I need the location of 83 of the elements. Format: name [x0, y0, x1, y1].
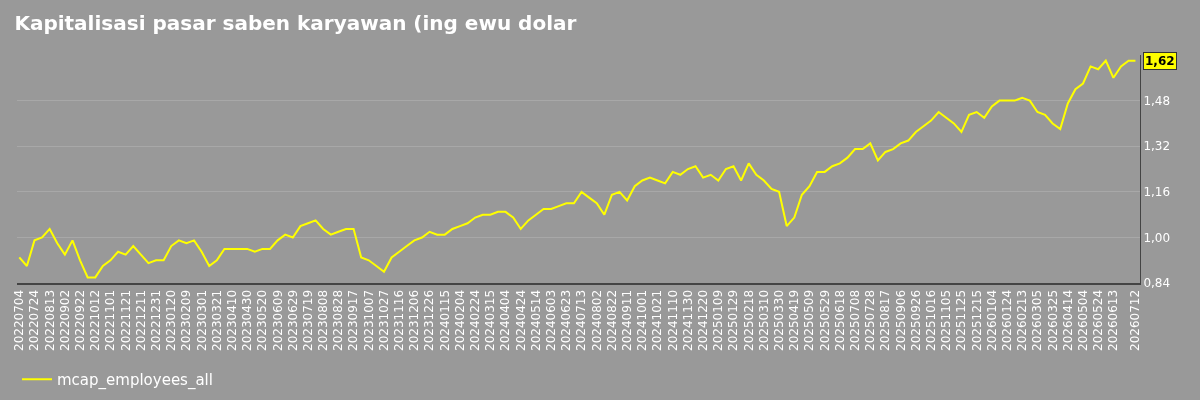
x-tick-label: 20240224	[468, 289, 483, 351]
x-tick-label: 20221101	[103, 289, 118, 351]
x-tick-label: 20240713	[574, 289, 589, 351]
x-tick-label: 20250109	[711, 289, 726, 351]
x-tick-label: 20260524	[1091, 289, 1106, 351]
x-tick-label: 20240204	[452, 289, 467, 351]
x-tick-label: 20260325	[1045, 289, 1060, 351]
x-tick-label: 20220902	[57, 289, 72, 351]
annotation: 1,62	[1145, 54, 1175, 68]
x-tick-label: 20251125	[954, 289, 969, 351]
x-tick-label: 20240802	[589, 289, 604, 351]
x-tick-label: 20240911	[620, 289, 635, 351]
x-tick-label: 20250728	[863, 289, 878, 351]
x-tick-label: 20250310	[756, 289, 771, 351]
x-tick-label: 20250618	[832, 289, 847, 351]
x-tick-label: 20260414	[1060, 289, 1075, 351]
x-tick-label: 20250529	[817, 289, 832, 351]
x-tick-label: 20240115	[437, 289, 452, 351]
x-tick-label: 20260104	[984, 289, 999, 351]
x-tick-label: 20240623	[559, 289, 574, 351]
x-tick-label: 20230410	[224, 289, 239, 351]
x-tick-label: 20241110	[665, 289, 680, 351]
x-tick-label: 20250419	[787, 289, 802, 351]
y-tick-label: 1,16	[1143, 185, 1171, 200]
x-tick-label: 20250708	[847, 289, 862, 351]
x-tick-label: 20230120	[164, 289, 179, 351]
x-tick-label: 20230430	[240, 289, 255, 351]
x-tick-label: 20240315	[483, 289, 498, 351]
x-tick-label: 20250509	[802, 289, 817, 351]
x-tick-label: 20241130	[680, 289, 695, 351]
line-series	[18, 59, 1137, 279]
x-tick-label: 20260613	[1106, 289, 1121, 351]
x-tick-label: 20231226	[422, 289, 437, 351]
x-tick-label: 20220813	[42, 289, 57, 351]
x-tick-label: 20230917	[346, 289, 361, 351]
x-tick-label: 20230301	[194, 289, 209, 351]
x-tick-label: 20230828	[331, 289, 346, 351]
x-tick-label: 20231206	[407, 289, 422, 351]
x-tick-label: 20240424	[513, 289, 528, 351]
x-tick-label: 20240822	[604, 289, 619, 351]
x-tick-label: 20250218	[741, 289, 756, 351]
x-tick-label: 20230321	[209, 289, 224, 351]
x-tick-label: 20260305	[1030, 289, 1045, 351]
x-tick-label: 20241220	[696, 289, 711, 351]
x-tick-label: 20260124	[999, 289, 1014, 351]
x-tick-label: 20220704	[12, 289, 27, 351]
x-tick-label: 20230808	[316, 289, 331, 351]
x-tick-label: 20230209	[179, 289, 194, 351]
x-tick-label: 20220922	[72, 289, 87, 351]
x-tick-label: 20260213	[1015, 289, 1030, 351]
x-tick-label: 20230520	[255, 289, 270, 351]
x-tick-label: 20230719	[300, 289, 315, 351]
x-tick-label: 20240404	[498, 289, 513, 351]
y-tick-label: 1,48	[1143, 93, 1171, 108]
x-tick-label: 20230629	[285, 289, 300, 351]
x-tick-label: 20241001	[635, 289, 650, 351]
x-tick-label: 20221121	[118, 289, 133, 351]
x-tick-label: 20230609	[270, 289, 285, 351]
x-tick-label: 20221211	[133, 289, 148, 351]
x-tick-label: 20241021	[650, 289, 665, 351]
x-tick-label: 20251105	[939, 289, 954, 351]
x-tick-label: 20251215	[969, 289, 984, 351]
x-tick-label: 20221231	[148, 289, 163, 351]
x-tick-label: 20250906	[893, 289, 908, 351]
x-tick-label: 20231116	[392, 289, 407, 351]
x-tick-label: 20231027	[376, 289, 391, 351]
legend-label: mcap_employees_all	[57, 371, 213, 391]
x-tick-label: 20240603	[544, 289, 559, 351]
x-tick-label: 20240514	[528, 289, 543, 351]
x-tick-label: 20231007	[361, 289, 376, 351]
x-tick-label: 20251016	[923, 289, 938, 351]
x-tick-label: 20250817	[878, 289, 893, 351]
y-tick-label: 0,84	[1143, 276, 1171, 291]
x-tick-label: 20250129	[726, 289, 741, 351]
y-tick-label: 1,32	[1143, 139, 1171, 154]
y-tick-label: 1,00	[1143, 230, 1171, 245]
x-tick-label: 20250330	[771, 289, 786, 351]
x-tick-label: 20220724	[27, 289, 42, 351]
x-tick-label: 20250926	[908, 289, 923, 351]
x-tick-label: 20221012	[88, 289, 103, 351]
x-tick-label: 20260504	[1075, 289, 1090, 351]
chart-title: Kapitalisasi pasar saben karyawan (ing ewu dolar	[14, 11, 577, 35]
x-tick-label: 20260712	[1128, 289, 1143, 351]
